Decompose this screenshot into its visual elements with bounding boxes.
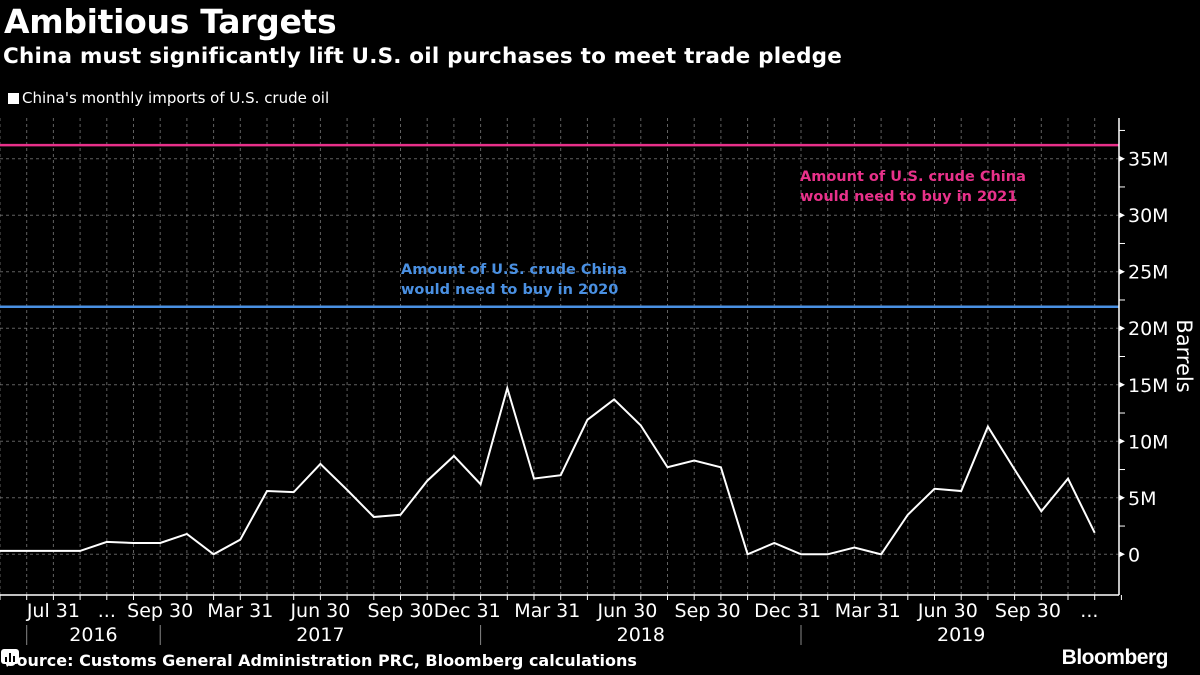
y-tick-marker: [1119, 212, 1125, 219]
source-note: Source: Customs General Administration P…: [5, 651, 637, 670]
x-tick-label: Sep 30: [127, 600, 193, 622]
year-label: 2017: [296, 624, 344, 646]
y-tick-label: 35M: [1128, 149, 1169, 171]
axes: 0 5M 10M 15M 20M 25M 30M 35M Jul 31... Sep 30 Mar …: [0, 118, 1169, 646]
reference-lines: Amount of U.S. crude China would need to …: [0, 143, 1119, 309]
x-tick-label: Mar 31: [835, 600, 901, 622]
chart-title: Ambitious Targets: [4, 2, 337, 41]
brand-logo: Bloomberg: [1061, 646, 1169, 669]
y-tick-label: 0: [1128, 544, 1140, 566]
y-tick-label: 30M: [1128, 205, 1169, 227]
x-tick-label: Jun 30: [596, 600, 657, 622]
x-tick-label: Jul 31: [26, 600, 80, 622]
x-tick-label: Sep 30: [367, 600, 433, 622]
bloomberg-terminal-icon: [1, 649, 19, 667]
x-tick-label: Jun 30: [289, 600, 350, 622]
x-tick-label: Dec 31: [434, 600, 501, 622]
x-tick-label: Jun 30: [917, 600, 978, 622]
legend-label: China's monthly imports of U.S. crude oi…: [22, 89, 330, 107]
y-axis-title: Barrels: [1172, 319, 1196, 392]
y-tick-label: 15M: [1128, 375, 1169, 397]
y-tick-marker: [1119, 268, 1125, 275]
y-tick-label: 20M: [1128, 318, 1169, 340]
series-group: [0, 384, 1096, 556]
x-tick-label: Mar 31: [514, 600, 580, 622]
x-tick-label: Sep 30: [675, 600, 741, 622]
x-tick-label: Dec 31: [754, 600, 821, 622]
y-tick-marker: [1119, 438, 1125, 445]
legend: China's monthly imports of U.S. crude oi…: [8, 89, 329, 107]
x-tick-label: Sep 30: [995, 600, 1061, 622]
y-tick-label: 5M: [1128, 488, 1156, 510]
chart-subtitle: China must significantly lift U.S. oil p…: [3, 44, 843, 69]
y-tick-marker: [1119, 381, 1125, 388]
annotation-label: Amount of U.S. crude China: [800, 169, 1026, 185]
annotation-label: would need to buy in 2020: [401, 282, 618, 298]
y-tick-label: 25M: [1128, 262, 1169, 284]
x-tick-label: Mar 31: [207, 600, 273, 622]
series-line: [0, 384, 1096, 556]
annotation-label: would need to buy in 2021: [800, 189, 1017, 205]
year-label: 2016: [69, 624, 117, 646]
y-tick-label: 10M: [1128, 431, 1169, 453]
y-tick-marker: [1119, 325, 1125, 332]
y-tick-marker: [1119, 155, 1125, 162]
grid: [0, 118, 1119, 595]
annotation-label: Amount of U.S. crude China: [401, 262, 627, 278]
year-label: 2019: [937, 624, 985, 646]
y-tick-marker: [1119, 551, 1125, 558]
x-tick-label: ...: [1080, 600, 1098, 622]
y-tick-marker: [1119, 494, 1125, 501]
legend-swatch: [8, 92, 19, 104]
year-label: 2018: [617, 624, 665, 646]
x-tick-label: ...: [98, 600, 116, 622]
